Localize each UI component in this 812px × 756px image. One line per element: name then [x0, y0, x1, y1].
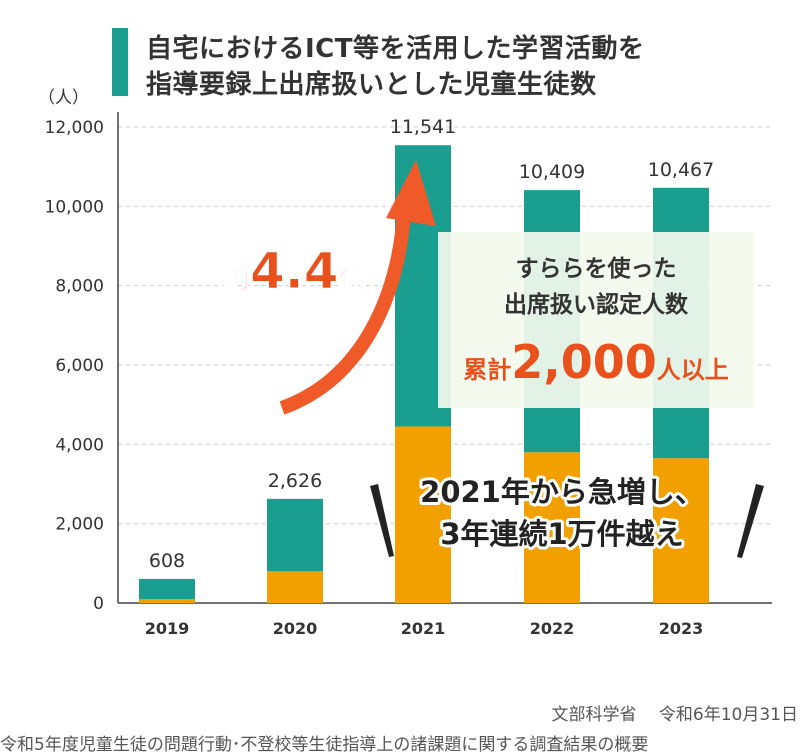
y-tick-label: 12,000: [45, 118, 104, 138]
chart-title-line-2: 指導要録上出席扱いとした児童生徒数: [146, 70, 597, 100]
bar-segment-2019-upper: [139, 578, 195, 600]
bar-segment-2022-lower: [524, 452, 580, 603]
callout-line-2: 出席扱い認定人数: [504, 291, 689, 318]
bar-segment-2020-lower: [267, 571, 323, 603]
bar-total-label: 10,409: [519, 161, 585, 183]
title-accent-bar: [112, 28, 128, 96]
y-tick-label: 4,000: [55, 435, 104, 455]
bar-segment-2019-lower: [139, 599, 195, 603]
y-tick-label: 10,000: [45, 197, 104, 217]
x-tick-label: 2022: [530, 619, 575, 638]
x-tick-label: 2023: [659, 619, 704, 638]
bar-total-label: 11,541: [390, 116, 456, 138]
source-publisher: 文部科学省 令和6年10月31日: [551, 705, 798, 725]
callout-total: 累計2,000人以上: [463, 335, 729, 389]
growth-label: 約4.4倍: [222, 242, 367, 300]
bar-segment-2021-lower: [395, 426, 451, 603]
callout-line-1: すららを使った: [516, 256, 677, 282]
emphasis-mark-right: [737, 484, 764, 558]
bar-total-label: 10,467: [648, 159, 714, 181]
note-line-2: 3年連続1万件越え: [440, 517, 683, 551]
growth-arrow-head: [386, 160, 436, 226]
callout-box: [438, 232, 754, 408]
y-tick-label: 2,000: [55, 515, 104, 535]
source-report-title: 令和5年度児童生徒の問題行動･不登校等生徒指導上の諸課題に関する調査結果の概要: [0, 735, 649, 755]
growth-arrow-shaft: [279, 211, 411, 415]
bar-total-label: 608: [149, 550, 185, 572]
bar-total-label: 2,626: [268, 470, 322, 492]
bar-segment-2020-upper: [267, 498, 323, 572]
y-unit-label: （人）: [38, 88, 89, 108]
bar-chart: 0 2,000 4,000 6,000 8,000 10,000 12,000 （人） 608 2…: [38, 88, 772, 638]
y-tick-label: 6,000: [55, 356, 104, 376]
emphasis-mark-left: [370, 484, 394, 557]
y-tick-label: 0: [93, 594, 104, 614]
x-tick-label: 2020: [273, 619, 318, 638]
bar-segment-2023-lower: [653, 458, 709, 603]
y-tick-label: 8,000: [55, 277, 104, 297]
note-line-1: 2021年から急増し、: [420, 475, 704, 509]
x-tick-label: 2019: [145, 619, 190, 638]
chart-title-line-1: 自宅におけるICT等を活用した学習活動を: [146, 34, 645, 64]
x-tick-label: 2021: [401, 619, 446, 638]
